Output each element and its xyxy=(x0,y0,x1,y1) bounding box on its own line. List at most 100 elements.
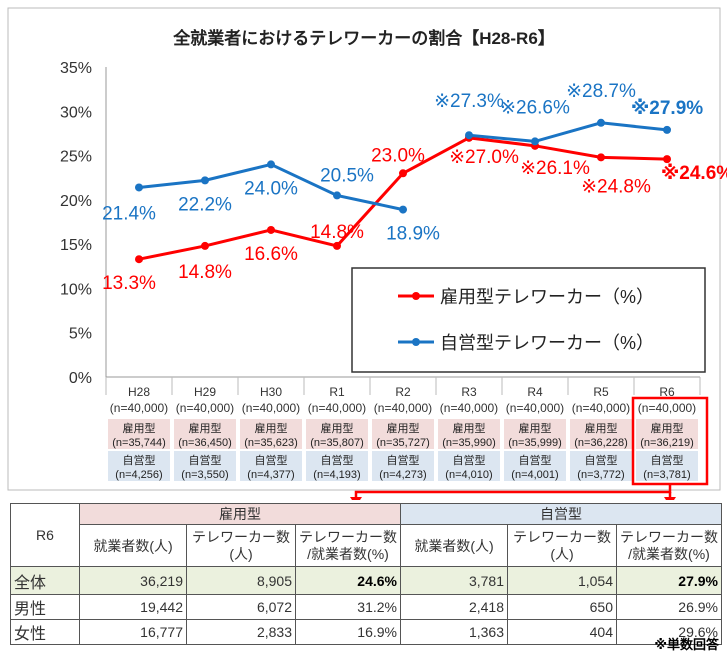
sample-cell xyxy=(108,451,170,481)
table-cell: 404 xyxy=(507,619,617,645)
x-tick-n: (n=40,000) xyxy=(440,401,498,415)
row-label: 女性 xyxy=(10,619,80,645)
y-tick-label: 15% xyxy=(60,237,92,254)
data-point xyxy=(267,160,275,169)
data-label: ※24.6% xyxy=(661,163,727,184)
sample-n: (n=3,772) xyxy=(577,469,624,481)
col-label: テレワーカー数 xyxy=(620,528,718,545)
col-ratio: テレワーカー数/就業者数(%) xyxy=(295,524,401,567)
table-cell: 29.6% xyxy=(616,619,722,645)
col-teleworkers: テレワーカー数 (人) xyxy=(507,524,617,567)
table-cell: 6,072 xyxy=(186,594,296,620)
sample-type: 自営型 xyxy=(651,453,684,467)
sample-cell xyxy=(438,451,500,481)
sample-cell xyxy=(570,419,632,449)
sample-n: (n=36,219) xyxy=(640,437,694,449)
y-tick-label: 5% xyxy=(69,326,92,343)
sample-n: (n=4,256) xyxy=(115,469,162,481)
data-point xyxy=(135,255,143,264)
connector-line xyxy=(354,484,672,498)
x-tick-n: (n=40,000) xyxy=(572,401,630,415)
col-workers: 就業者数(人) xyxy=(79,524,187,567)
x-tick-label: R1 xyxy=(329,385,345,399)
data-label: ※26.1% xyxy=(520,158,590,179)
sample-n: (n=35,744) xyxy=(112,437,166,449)
table-cell: 26.9% xyxy=(616,594,722,620)
data-point xyxy=(663,125,671,134)
col-label: テレワーカー数 xyxy=(299,528,397,545)
sample-type: 雇用型 xyxy=(453,421,486,435)
sample-type: 雇用型 xyxy=(387,421,420,435)
data-point xyxy=(267,225,275,234)
data-point xyxy=(333,191,341,200)
col-teleworkers: テレワーカー数 (人) xyxy=(186,524,296,567)
sample-cell xyxy=(174,419,236,449)
data-label: ※27.0% xyxy=(449,147,519,168)
x-tick-label: R3 xyxy=(461,385,477,399)
data-label: ※24.8% xyxy=(581,176,651,197)
sample-type: 自営型 xyxy=(453,453,486,467)
data-label: 22.2% xyxy=(178,194,232,215)
sample-n: (n=35,727) xyxy=(376,437,430,449)
sample-type: 雇用型 xyxy=(585,421,618,435)
r6-table: R6 雇用型 自営型 就業者数(人) テレワーカー数 (人) テレワーカー数/就業… xyxy=(10,503,722,645)
data-point xyxy=(201,241,209,250)
x-tick-label: R4 xyxy=(527,385,543,399)
sample-n: (n=4,377) xyxy=(247,469,294,481)
sample-n: (n=35,990) xyxy=(442,437,496,449)
y-tick-label: 0% xyxy=(69,370,92,387)
sample-type: 雇用型 xyxy=(123,421,156,435)
x-tick-n: (n=40,000) xyxy=(242,401,300,415)
sample-cell xyxy=(306,451,368,481)
sample-n: (n=4,193) xyxy=(313,469,360,481)
sample-n: (n=3,550) xyxy=(181,469,228,481)
sample-cell xyxy=(240,451,302,481)
col-label: テレワーカー数 xyxy=(192,528,290,545)
data-label: 14.8% xyxy=(178,262,232,283)
legend-label: 自営型テレワーカー（%） xyxy=(440,333,654,353)
col-unit: (人) xyxy=(229,545,253,562)
table-cell: 2,833 xyxy=(186,619,296,645)
x-tick-label: H30 xyxy=(260,385,282,399)
sample-type: 雇用型 xyxy=(651,421,684,435)
table-cell: 27.9% xyxy=(616,566,722,595)
sample-type: 雇用型 xyxy=(321,421,354,435)
table-cell: 31.2% xyxy=(295,594,401,620)
x-tick-n: (n=40,000) xyxy=(374,401,432,415)
data-label: ※27.9% xyxy=(631,98,703,119)
sample-cell xyxy=(504,451,566,481)
data-point xyxy=(597,118,605,127)
data-point xyxy=(399,205,407,214)
x-tick-n: (n=40,000) xyxy=(308,401,366,415)
chart-frame xyxy=(7,7,721,491)
footnote: ※単数回答 xyxy=(654,637,719,652)
sample-cell xyxy=(438,419,500,449)
sample-cell xyxy=(306,419,368,449)
legend-marker xyxy=(412,292,420,300)
table-row: 全体 36,219 8,905 24.6% 3,781 1,054 27.9% xyxy=(10,566,722,595)
data-label: 16.6% xyxy=(244,244,298,265)
header-self-employed: 自営型 xyxy=(400,503,722,525)
data-point xyxy=(333,241,341,250)
sample-n: (n=3,781) xyxy=(643,469,690,481)
legend-label: 雇用型テレワーカー（%） xyxy=(440,287,654,307)
data-point xyxy=(663,155,671,164)
sample-cell xyxy=(636,419,698,449)
col-unit: /就業者数(%) xyxy=(628,545,710,562)
sample-type: 雇用型 xyxy=(189,421,222,435)
table-cell: 16,777 xyxy=(79,619,187,645)
data-point xyxy=(465,131,473,140)
y-tick-label: 20% xyxy=(60,193,92,210)
y-tick-label: 30% xyxy=(60,104,92,121)
sample-n: (n=35,623) xyxy=(244,437,298,449)
x-tick-label: H28 xyxy=(128,385,150,399)
sample-n: (n=36,450) xyxy=(178,437,232,449)
data-label: 24.0% xyxy=(244,178,298,199)
chart-title: 全就業者におけるテレワーカーの割合【H28-R6】 xyxy=(172,28,555,48)
sample-cell xyxy=(570,451,632,481)
legend-box xyxy=(351,267,706,373)
sample-cell xyxy=(240,419,302,449)
sample-type: 自営型 xyxy=(123,453,156,467)
col-unit: (人) xyxy=(550,545,574,562)
sample-type: 自営型 xyxy=(321,453,354,467)
